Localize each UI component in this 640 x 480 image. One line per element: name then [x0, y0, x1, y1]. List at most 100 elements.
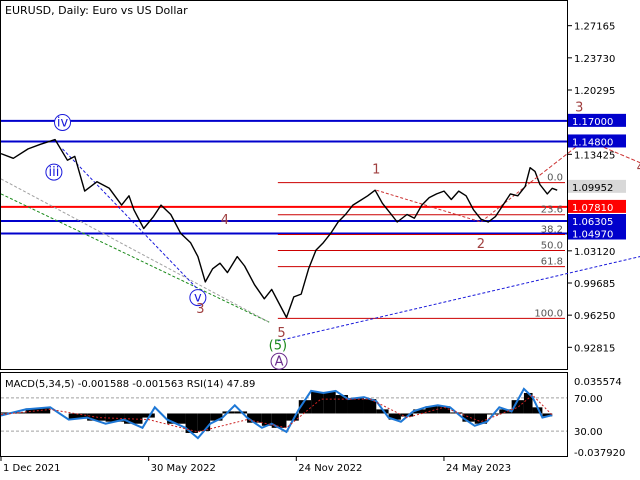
macd-histogram-bar: [523, 392, 533, 414]
dashed-trend-line: [62, 148, 199, 290]
level-price-tag: [568, 214, 626, 228]
price-series: [0, 138, 558, 319]
fibonacci-retracement: 0.0 23.6 38.2 50.0 61.8 100.0: [277, 173, 565, 319]
wave-label: 4: [221, 213, 229, 228]
macd-histogram-bar: [542, 413, 553, 417]
macd-histogram-bar: [437, 406, 451, 414]
macd-histogram-bar: [142, 413, 155, 418]
indicator-series: [0, 387, 567, 440]
macd-histogram-bar: [532, 407, 543, 414]
level-price-label: 1.07810: [572, 203, 613, 214]
y-tick-label: 1.20295: [574, 86, 615, 97]
macd-histogram-bar: [462, 413, 475, 422]
dashed-trend-line: [0, 178, 270, 323]
current-price-label: 1.09952: [572, 183, 613, 194]
level-price-tags: 1.17000 1.14800 1.07810 1.06305 1.04970 1.099…: [568, 113, 626, 241]
level-price-label: 1.17000: [572, 117, 613, 128]
rsi-line: [0, 387, 553, 440]
macd-histogram-bar: [335, 395, 348, 414]
wave-label: (5): [269, 338, 287, 353]
fib-level-label: 38.2: [541, 225, 563, 236]
wave-label: 3: [575, 100, 583, 115]
indicator-y-tick: 0.035574: [574, 377, 622, 388]
y-tick-label: 1.03120: [574, 247, 615, 258]
level-price-label: 1.14800: [572, 137, 613, 148]
wave-label-ring: [54, 113, 72, 131]
level-price-label: 1.06305: [572, 217, 613, 228]
macd-histogram-bar: [185, 413, 198, 433]
wave-label-ring: [270, 352, 288, 370]
wave-label-ring: [189, 289, 207, 307]
dashed-trend-line: [277, 256, 640, 342]
time-axis: 1 Dec 2021 30 May 2022 24 Nov 2022 24 May 2…: [0, 457, 511, 474]
level-price-tag: [568, 226, 626, 240]
macd-histogram-bar: [247, 413, 262, 423]
macd-histogram-bar: [363, 399, 377, 414]
y-tick-label: 1.13425: [574, 150, 615, 161]
level-price-tag: [568, 199, 626, 213]
wave-label-ring: [45, 163, 63, 181]
wave-label: 3: [196, 302, 204, 317]
dashed-trend-line: [376, 182, 531, 223]
dashed-trend-line: [0, 193, 270, 323]
level-price-tag: [568, 113, 626, 127]
wave-label: v: [194, 291, 202, 306]
rsi-level-label: 70.00: [574, 394, 603, 405]
wave-label: 5: [277, 326, 285, 341]
x-tick-label: 24 Nov 2022: [298, 463, 362, 474]
macd-histogram-bar: [323, 391, 336, 414]
level-price-tag: [568, 134, 626, 148]
macd-histogram-bar: [474, 413, 488, 424]
y-tick-label: 0.96250: [574, 311, 615, 322]
macd-histogram-bar: [286, 413, 299, 421]
macd-histogram-bar: [105, 413, 125, 422]
price-line: [0, 138, 558, 319]
macd-histogram-bar: [388, 413, 401, 420]
rsi-level-label: 30.00: [574, 427, 603, 438]
level-price-label: 1.04970: [572, 230, 613, 241]
macd-histogram-bar: [261, 413, 272, 426]
macd-histogram-bar: [197, 413, 211, 431]
fib-level-label: 50.0: [541, 241, 563, 252]
x-tick-label: 24 May 2023: [446, 463, 511, 474]
horizontal-levels: [1, 119, 567, 235]
macd-histogram-bar: [68, 413, 88, 419]
indicator-axis: 70.00 30.00 0.035574 -0.037920: [574, 377, 625, 459]
fib-level-label: 61.8: [541, 257, 563, 268]
indicator-title: MACD(5,34,5) -0.001588 -0.001563 RSI(14)…: [5, 379, 255, 390]
wave-label: 2: [477, 237, 485, 252]
chart-title: EURUSD, Daily: Euro vs US Dollar: [5, 4, 188, 17]
y-tick-label: 1.23730: [574, 54, 615, 65]
macd-histogram-bar: [311, 391, 324, 414]
macd-histogram-bar: [376, 409, 389, 414]
macd-histogram-bar: [347, 398, 364, 414]
macd-histogram-bar: [210, 413, 223, 421]
macd-histogram-bar: [167, 413, 186, 424]
macd-histogram-bar: [511, 400, 524, 414]
y-tick-label: 1.27165: [574, 22, 615, 33]
indicator-y-tick: -0.037920: [574, 448, 625, 459]
macd-histogram-bar: [400, 413, 414, 417]
x-tick-label: 1 Dec 2021: [3, 463, 61, 474]
x-tick-label: 30 May 2022: [151, 463, 216, 474]
price-pane: [0, 0, 568, 370]
macd-histogram-bar: [499, 409, 512, 414]
wave-label: iv: [57, 115, 69, 130]
wave-label: 4: [637, 160, 640, 175]
y-tick-label: 0.92815: [574, 343, 615, 354]
fib-level-label: 100.0: [534, 308, 563, 319]
fib-level-label: 23.6: [541, 205, 563, 216]
macd-histogram-bar: [425, 406, 438, 414]
macd-histogram-bar: [413, 409, 426, 414]
wave-label: 1: [372, 162, 380, 177]
price-axis: 1.27165 1.23730 1.20295 1.13425 1.03120 0.996…: [568, 22, 615, 354]
fib-level-label: 0.0: [547, 173, 563, 184]
trend-lines: [0, 148, 640, 342]
y-tick-label: 0.99685: [574, 279, 615, 290]
macd-histogram-bar: [271, 413, 287, 428]
wave-label: iii: [48, 165, 59, 180]
current-price-tag: [568, 179, 626, 193]
wave-label: A: [275, 354, 284, 369]
